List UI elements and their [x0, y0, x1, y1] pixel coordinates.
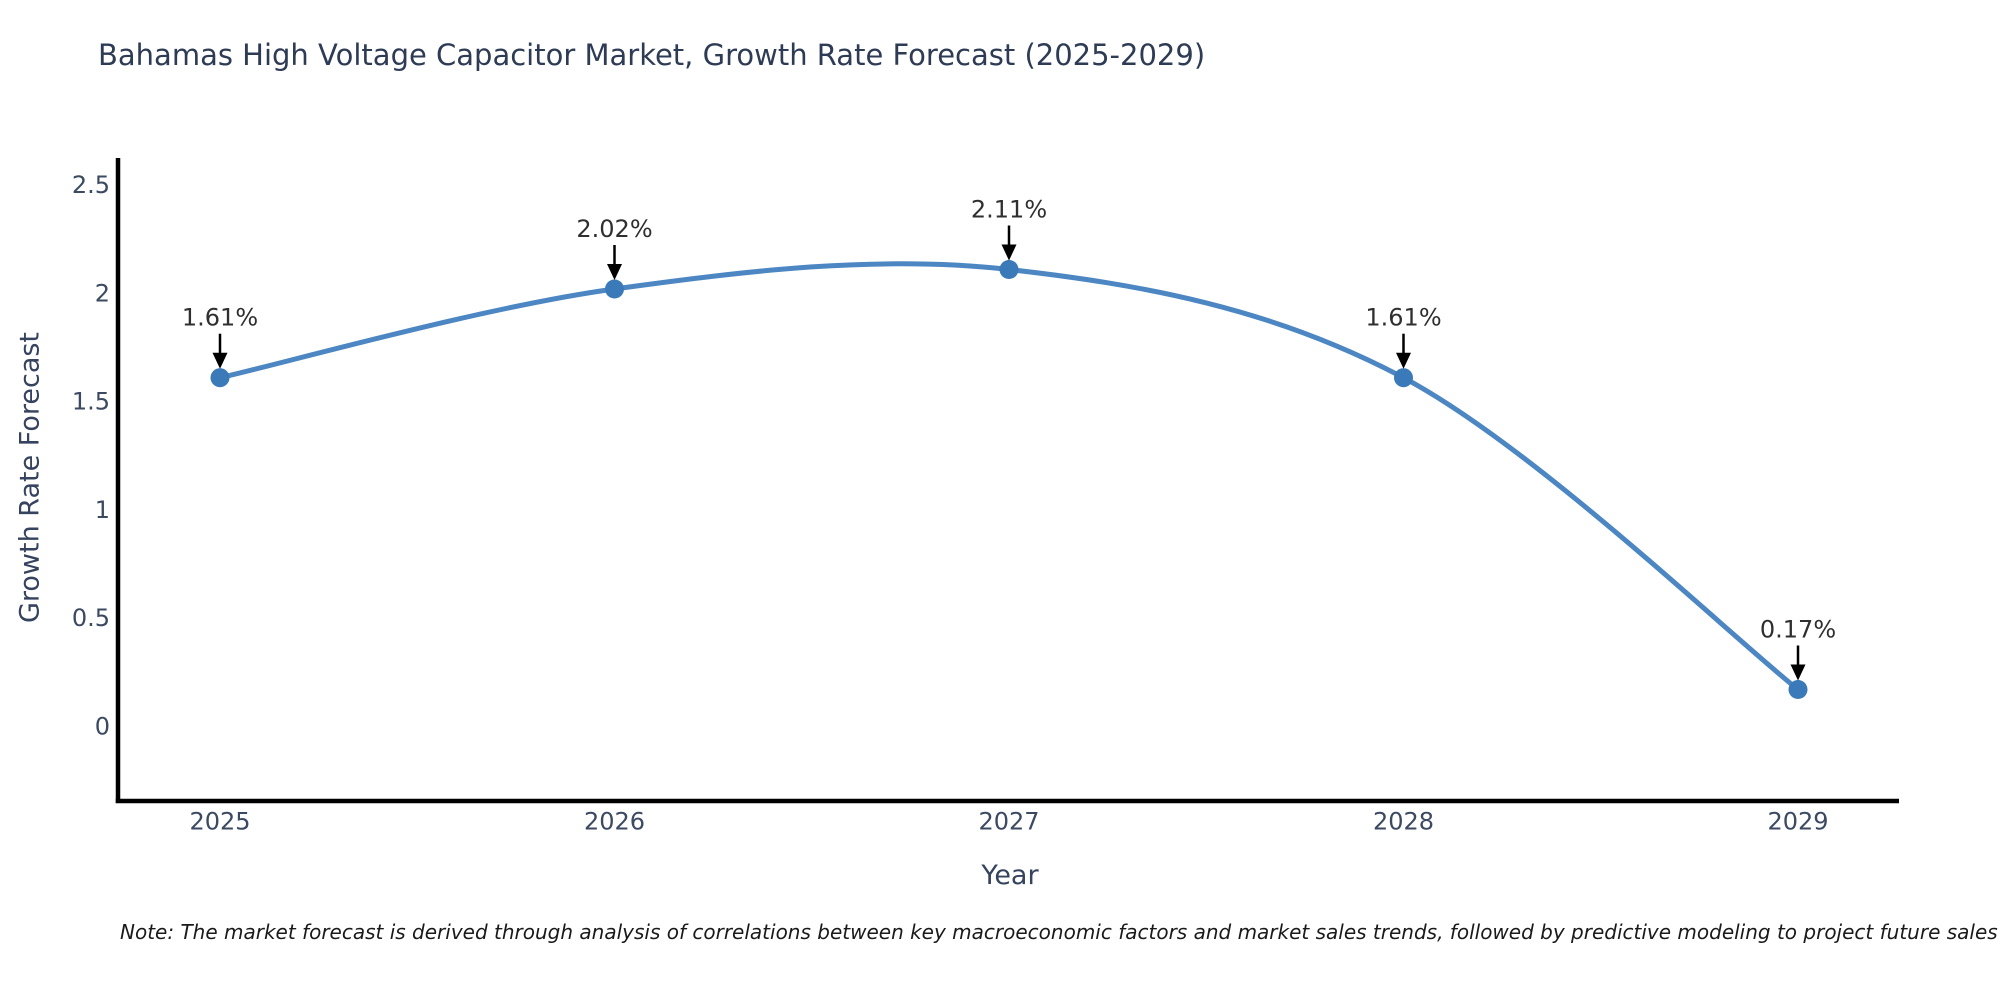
annotation-arrowhead-icon [1396, 352, 1411, 369]
data-point-value-label: 1.61% [1365, 304, 1441, 332]
data-point-marker [999, 260, 1019, 279]
data-point-marker [210, 368, 230, 388]
data-point-marker [605, 279, 624, 299]
annotation-arrowhead-icon [1001, 244, 1017, 261]
y-tick-label: 0.5 [72, 604, 110, 632]
y-tick-label: 1.5 [72, 388, 110, 416]
data-point-annotations: 1.61% 2.02% 2.11% 1.61% 0.17% [182, 196, 1836, 681]
series-line [217, 261, 1801, 692]
data-point-value-label: 0.17% [1760, 616, 1836, 644]
y-tick-label: 2.5 [72, 171, 110, 199]
data-point-value-label: 2.11% [971, 196, 1047, 224]
x-tick-label: 2027 [978, 808, 1039, 836]
annotation-arrowhead-icon [212, 352, 228, 369]
y-tick-label: 0 [95, 712, 110, 740]
growth-rate-series [210, 260, 1808, 699]
chart-title: Bahamas High Voltage Capacitor Market, G… [98, 38, 1206, 72]
x-tick-label: 2025 [189, 808, 250, 836]
x-tick-label: 2026 [584, 808, 645, 836]
y-axis-tick-labels: 2.5 2 1.5 1 0.5 0 [72, 171, 110, 740]
x-axis-title: Year [981, 860, 1039, 891]
annotation-arrowhead-icon [1790, 664, 1806, 681]
chart-footnote: Note: The market forecast is derived thr… [120, 920, 1998, 944]
y-tick-label: 2 [95, 279, 110, 307]
annotation-arrowhead-icon [607, 264, 622, 280]
y-tick-label: 1 [95, 496, 110, 524]
x-axis-tick-labels: 2025 2026 2027 2028 2029 [189, 808, 1828, 836]
data-point-marker [1394, 368, 1413, 388]
data-point-value-label: 2.02% [576, 215, 652, 243]
x-tick-label: 2029 [1767, 808, 1828, 836]
data-point-value-label: 1.61% [182, 304, 258, 332]
data-point-marker [1788, 680, 1808, 699]
x-tick-label: 2028 [1373, 808, 1434, 836]
